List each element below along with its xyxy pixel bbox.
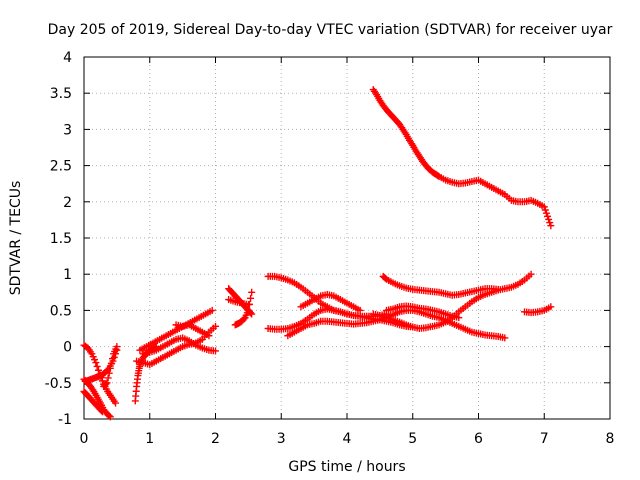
data-point: [547, 303, 555, 311]
y-tick-label: -0.5: [45, 376, 72, 392]
series-arc-22: [369, 86, 555, 230]
x-tick-label: 5: [408, 431, 417, 447]
series-arc-3: [80, 387, 106, 416]
data-point: [212, 347, 219, 355]
data-point-interp: [105, 369, 113, 377]
data-point: [540, 203, 548, 211]
data-point-interp: [240, 315, 248, 323]
y-tick-label: 2: [63, 195, 72, 211]
y-tick-label: -1: [58, 412, 72, 428]
series-arc-9: [139, 334, 219, 358]
data-point-interp: [93, 362, 101, 370]
x-axis-label: GPS time / hours: [288, 459, 405, 475]
x-tick-label: 4: [343, 431, 352, 447]
data-point: [501, 334, 509, 342]
data-point: [527, 270, 535, 278]
series-arc-17: [297, 290, 364, 314]
data-point: [356, 306, 364, 314]
y-tick-label: 2.5: [50, 159, 72, 175]
x-tick-label: 3: [277, 431, 286, 447]
data-point-interp: [247, 294, 255, 302]
data-point: [248, 310, 256, 318]
x-tick-label: 6: [474, 431, 483, 447]
data-point-interp: [107, 359, 115, 367]
data-point-interp: [108, 355, 116, 363]
data-point: [205, 332, 213, 340]
data-point: [112, 399, 120, 407]
data-point: [212, 322, 219, 330]
data-point: [244, 301, 252, 309]
y-tick-label: 0: [63, 340, 72, 356]
series-arc-21: [521, 303, 555, 317]
series-arc-1: [80, 341, 120, 407]
data-point: [544, 212, 552, 220]
data-point: [494, 285, 502, 293]
data-point: [92, 359, 100, 367]
data-point-interp: [102, 380, 110, 388]
x-tick-label: 0: [80, 431, 89, 447]
y-tick-labels: -1 -0.5 0 0.5 1 1.5 2 2.5 3 3.5 4: [45, 50, 72, 428]
y-tick-label: 4: [63, 50, 72, 66]
series-arc-8: [136, 306, 216, 354]
data-point-interp: [94, 366, 102, 374]
grid: [84, 57, 610, 419]
data-point: [208, 306, 216, 314]
data-point: [106, 413, 114, 421]
data-point: [248, 288, 256, 296]
data-series: [80, 86, 555, 421]
x-tick-label: 8: [606, 431, 615, 447]
data-point: [103, 379, 111, 387]
data-point-interp: [546, 219, 554, 227]
data-point: [113, 343, 121, 351]
data-point-interp: [104, 374, 112, 382]
y-tick-label: 3.5: [50, 86, 72, 102]
series-arc-10: [172, 321, 213, 340]
data-point: [547, 222, 555, 230]
y-tick-label: 3: [63, 122, 72, 138]
y-axis-label: SDTVAR / TECUs: [8, 181, 24, 296]
x-tick-label: 7: [540, 431, 549, 447]
series-arc-5: [100, 343, 121, 390]
chart-title: Day 205 of 2019, Sidereal Day-to-day VTE…: [48, 22, 613, 38]
data-point: [98, 408, 106, 416]
data-point-interp: [541, 206, 549, 214]
data-point: [106, 364, 114, 372]
data-point-interp: [98, 407, 106, 415]
series-arc-20: [382, 302, 463, 322]
series-arc-19: [379, 272, 502, 299]
axis-ticks: [83, 56, 611, 420]
x-tick-label: 1: [145, 431, 154, 447]
series-arc-16: [284, 306, 509, 342]
series-arc-13: [225, 296, 252, 309]
data-point: [455, 314, 463, 322]
data-point-interp: [542, 209, 550, 217]
x-tick-label: 2: [211, 431, 220, 447]
data-point-interp: [98, 377, 106, 385]
y-tick-label: 0.5: [50, 303, 72, 319]
x-tick-labels: 0 1 2 3 4 5 6 7 8: [80, 431, 615, 447]
y-tick-label: 1.5: [50, 231, 72, 247]
y-tick-label: 1: [63, 267, 72, 283]
data-point-interp: [545, 215, 553, 223]
series-arc-12: [231, 288, 256, 329]
data-point-interp: [105, 412, 113, 420]
